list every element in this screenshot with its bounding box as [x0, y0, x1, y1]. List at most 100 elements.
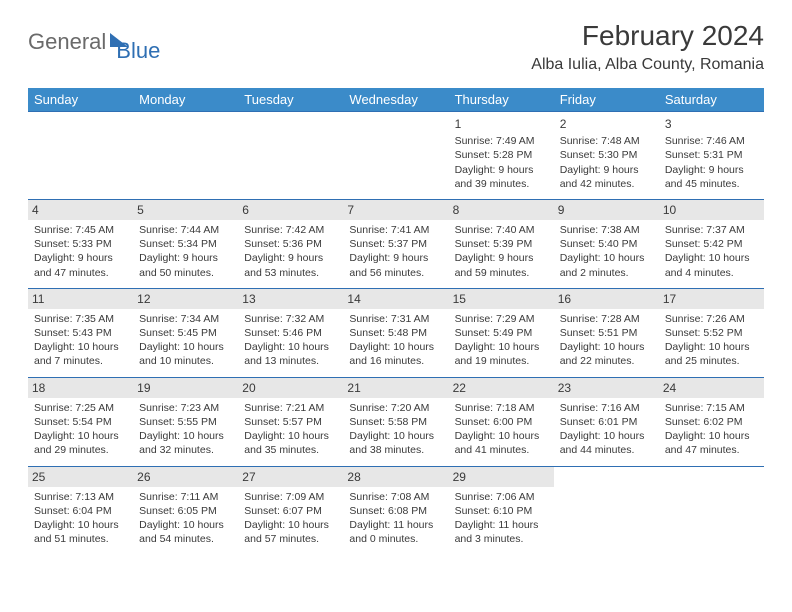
- day-detail-line: Daylight: 10 hours: [139, 518, 232, 532]
- col-tuesday: Tuesday: [238, 88, 343, 112]
- day-detail-line: Sunrise: 7:08 AM: [349, 490, 442, 504]
- day-detail-line: and 59 minutes.: [455, 266, 548, 280]
- calendar-day-cell: 7 Sunrise: 7:41 AMSunset: 5:37 PMDaylight…: [343, 199, 448, 288]
- calendar-day-cell: 4Sunrise: 7:45 AMSunset: 5:33 PMDaylight…: [28, 199, 133, 288]
- day-detail-line: and 25 minutes.: [665, 354, 758, 368]
- day-detail-line: Daylight: 10 hours: [139, 429, 232, 443]
- day-detail-line: Daylight: 10 hours: [244, 429, 337, 443]
- day-detail-line: Sunrise: 7:41 AM: [349, 223, 442, 237]
- calendar-day-cell: 23Sunrise: 7:16 AMSunset: 6:01 PMDayligh…: [554, 377, 659, 466]
- day-detail-line: and 16 minutes.: [349, 354, 442, 368]
- calendar-day-cell: 17Sunrise: 7:26 AMSunset: 5:52 PMDayligh…: [659, 288, 764, 377]
- day-number: 14: [343, 289, 448, 309]
- day-number: 4: [28, 200, 133, 220]
- day-detail-line: Daylight: 9 hours: [349, 251, 442, 265]
- day-detail-line: Sunrise: 7:15 AM: [665, 401, 758, 415]
- day-detail-line: Sunrise: 7:31 AM: [349, 312, 442, 326]
- day-detail-line: and 35 minutes.: [244, 443, 337, 457]
- day-detail-line: Daylight: 10 hours: [34, 518, 127, 532]
- day-number: 29: [449, 467, 554, 487]
- calendar-day-cell: 2Sunrise: 7:48 AMSunset: 5:30 PMDaylight…: [554, 112, 659, 200]
- day-number: 5: [133, 200, 238, 220]
- col-thursday: Thursday: [449, 88, 554, 112]
- month-title: February 2024: [531, 20, 764, 52]
- col-friday: Friday: [554, 88, 659, 112]
- day-detail-line: and 3 minutes.: [455, 532, 548, 546]
- day-detail-line: Sunset: 5:36 PM: [244, 237, 337, 251]
- day-number: 11: [28, 289, 133, 309]
- day-number: 18: [28, 378, 133, 398]
- day-detail-line: Daylight: 10 hours: [560, 251, 653, 265]
- day-detail-line: Sunset: 5:49 PM: [455, 326, 548, 340]
- calendar-day-cell: 5Sunrise: 7:44 AMSunset: 5:34 PMDaylight…: [133, 199, 238, 288]
- day-detail-line: Sunrise: 7:13 AM: [34, 490, 127, 504]
- day-detail-line: Sunset: 5:37 PM: [349, 237, 442, 251]
- day-detail-line: and 13 minutes.: [244, 354, 337, 368]
- logo: General Blue: [28, 20, 160, 64]
- calendar-day-cell: 15Sunrise: 7:29 AMSunset: 5:49 PMDayligh…: [449, 288, 554, 377]
- day-number: 21: [343, 378, 448, 398]
- day-number: 20: [238, 378, 343, 398]
- calendar-day-cell: 16Sunrise: 7:28 AMSunset: 5:51 PMDayligh…: [554, 288, 659, 377]
- col-sunday: Sunday: [28, 88, 133, 112]
- day-detail-line: Daylight: 10 hours: [455, 340, 548, 354]
- day-number: 24: [659, 378, 764, 398]
- day-detail-line: Sunrise: 7:21 AM: [244, 401, 337, 415]
- day-detail-line: Sunrise: 7:42 AM: [244, 223, 337, 237]
- day-detail-line: Sunrise: 7:20 AM: [349, 401, 442, 415]
- day-detail-line: Sunset: 6:02 PM: [665, 415, 758, 429]
- calendar-day-cell: [133, 112, 238, 200]
- day-number: 12: [133, 289, 238, 309]
- calendar-header-row: Sunday Monday Tuesday Wednesday Thursday…: [28, 88, 764, 112]
- calendar-day-cell: 1Sunrise: 7:49 AMSunset: 5:28 PMDaylight…: [449, 112, 554, 200]
- day-detail-line: Sunset: 5:48 PM: [349, 326, 442, 340]
- calendar-day-cell: 25Sunrise: 7:13 AMSunset: 6:04 PMDayligh…: [28, 466, 133, 554]
- day-detail-line: and 10 minutes.: [139, 354, 232, 368]
- calendar-week-row: 4Sunrise: 7:45 AMSunset: 5:33 PMDaylight…: [28, 199, 764, 288]
- calendar-day-cell: 8Sunrise: 7:40 AMSunset: 5:39 PMDaylight…: [449, 199, 554, 288]
- day-detail-line: Daylight: 9 hours: [665, 163, 758, 177]
- col-saturday: Saturday: [659, 88, 764, 112]
- day-detail-line: and 41 minutes.: [455, 443, 548, 457]
- calendar-day-cell: [238, 112, 343, 200]
- day-detail-line: Daylight: 9 hours: [244, 251, 337, 265]
- calendar-day-cell: 14Sunrise: 7:31 AMSunset: 5:48 PMDayligh…: [343, 288, 448, 377]
- calendar-day-cell: 28Sunrise: 7:08 AMSunset: 6:08 PMDayligh…: [343, 466, 448, 554]
- day-detail-line: Sunset: 5:42 PM: [665, 237, 758, 251]
- day-detail-line: Sunset: 5:57 PM: [244, 415, 337, 429]
- day-detail-line: Sunrise: 7:26 AM: [665, 312, 758, 326]
- day-detail-line: and 44 minutes.: [560, 443, 653, 457]
- calendar-day-cell: 9Sunrise: 7:38 AMSunset: 5:40 PMDaylight…: [554, 199, 659, 288]
- day-detail-line: Sunrise: 7:40 AM: [455, 223, 548, 237]
- day-detail-line: Sunrise: 7:38 AM: [560, 223, 653, 237]
- day-detail-line: and 47 minutes.: [34, 266, 127, 280]
- day-detail-line: and 0 minutes.: [349, 532, 442, 546]
- day-detail-line: Sunset: 5:30 PM: [560, 148, 653, 162]
- calendar-day-cell: 20 Sunrise: 7:21 AMSunset: 5:57 PMDayligh…: [238, 377, 343, 466]
- day-detail-line: Sunrise: 7:32 AM: [244, 312, 337, 326]
- logo-text-general: General: [28, 29, 106, 55]
- day-detail-line: and 29 minutes.: [34, 443, 127, 457]
- day-number: 28: [343, 467, 448, 487]
- day-detail-line: Sunrise: 7:06 AM: [455, 490, 548, 504]
- day-number: 7: [343, 200, 448, 220]
- logo-text-blue: Blue: [116, 38, 160, 64]
- day-detail-line: Sunrise: 7:28 AM: [560, 312, 653, 326]
- day-detail-line: and 2 minutes.: [560, 266, 653, 280]
- day-number: 22: [449, 378, 554, 398]
- day-number: 19: [133, 378, 238, 398]
- day-detail-line: and 57 minutes.: [244, 532, 337, 546]
- day-detail-line: Sunset: 6:00 PM: [455, 415, 548, 429]
- location-text: Alba Iulia, Alba County, Romania: [531, 56, 764, 74]
- calendar-day-cell: [28, 112, 133, 200]
- calendar-day-cell: [343, 112, 448, 200]
- day-number: 25: [28, 467, 133, 487]
- day-detail-line: and 53 minutes.: [244, 266, 337, 280]
- day-detail-line: and 45 minutes.: [665, 177, 758, 191]
- day-detail-line: Sunrise: 7:44 AM: [139, 223, 232, 237]
- day-detail-line: and 38 minutes.: [349, 443, 442, 457]
- calendar-week-row: 1Sunrise: 7:49 AMSunset: 5:28 PMDaylight…: [28, 112, 764, 200]
- calendar-week-row: 11Sunrise: 7:35 AMSunset: 5:43 PMDayligh…: [28, 288, 764, 377]
- col-monday: Monday: [133, 88, 238, 112]
- day-number: 13: [238, 289, 343, 309]
